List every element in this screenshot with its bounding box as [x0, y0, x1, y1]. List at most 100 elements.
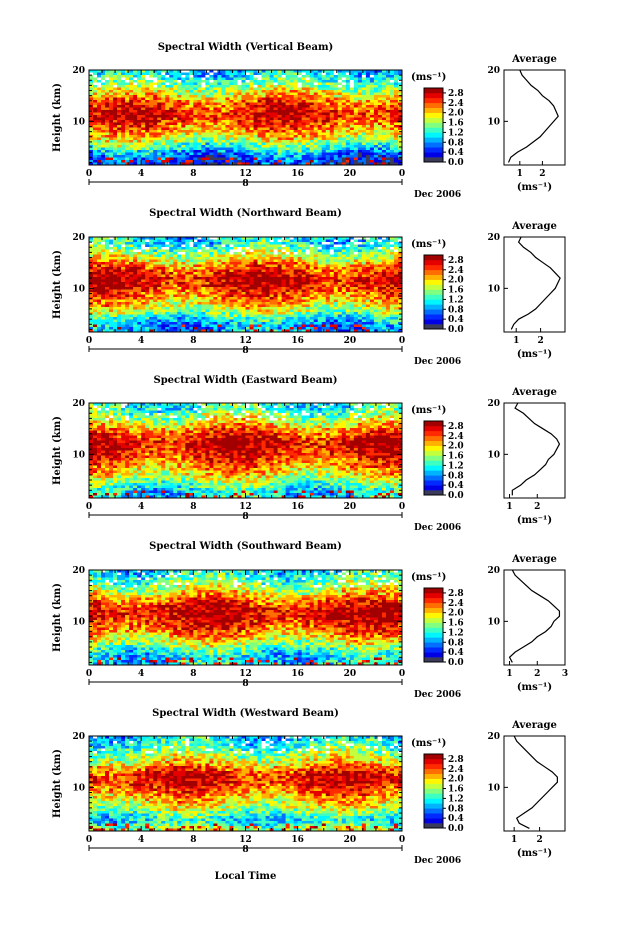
heatmap-cell — [229, 117, 234, 121]
heatmap-cell — [337, 77, 343, 81]
heatmap-cell — [289, 90, 294, 93]
heatmap-cell — [345, 107, 351, 111]
heatmap-cell — [337, 95, 343, 98]
heatmap-cell — [261, 135, 266, 138]
heatmap-cell — [237, 160, 242, 163]
heatmap-cell — [149, 95, 154, 98]
heatmap-cell — [209, 274, 214, 278]
heatmap-cell — [189, 97, 194, 101]
heatmap-cell — [93, 267, 98, 270]
heatmap-cell — [377, 100, 383, 103]
heatmap-cell — [253, 85, 258, 88]
heatmap-cell — [149, 157, 154, 161]
heatmap-cell — [273, 257, 278, 260]
heatmap-cell — [381, 145, 387, 148]
heatmap-cell — [121, 147, 126, 151]
heatmap-cell — [385, 157, 391, 161]
heatmap-cell — [121, 272, 126, 275]
heatmap-cell — [189, 107, 194, 111]
heatmap-cell — [357, 160, 363, 163]
heatmap-cell — [177, 90, 182, 93]
heatmap-cell — [221, 289, 226, 293]
heatmap-cell — [233, 252, 238, 255]
heatmap-cell — [153, 107, 158, 111]
heatmap-cell — [129, 257, 134, 260]
heatmap-cell — [189, 294, 194, 298]
heatmap-cell — [141, 249, 146, 253]
heatmap-cell — [373, 100, 379, 103]
heatmap-cell — [129, 135, 134, 138]
heatmap-cell — [345, 77, 351, 81]
heatmap-cell — [257, 262, 262, 265]
heatmap-cell — [101, 282, 106, 285]
heatmap-cell — [221, 272, 226, 275]
heatmap-cell — [361, 279, 367, 283]
heatmap-cell — [221, 249, 226, 253]
heatmap-cell — [341, 274, 347, 278]
heatmap-cell — [197, 100, 202, 103]
heatmap-cell — [221, 110, 226, 113]
heatmap-cell — [377, 120, 383, 123]
heatmap-cell — [377, 244, 383, 248]
heatmap-cell — [261, 252, 266, 255]
heatmap-cell — [265, 279, 270, 283]
heatmap-cell — [209, 145, 214, 148]
heatmap-cell — [305, 85, 310, 88]
heatmap-cell — [281, 239, 286, 243]
heatmap-cell — [389, 287, 395, 290]
heatmap-cell — [101, 77, 106, 81]
heatmap-cell — [245, 267, 250, 270]
heatmap-cell — [309, 264, 315, 268]
heatmap-cell — [337, 132, 343, 136]
heatmap-cell — [301, 292, 306, 295]
heatmap-cell — [113, 287, 118, 290]
heatmap-cell — [281, 277, 286, 280]
heatmap-cell — [373, 259, 379, 263]
heatmap-cell — [165, 127, 170, 131]
heatmap-cell — [177, 120, 182, 123]
heatmap-cell — [213, 272, 218, 275]
heatmap-cell — [301, 155, 306, 158]
heatmap-cell — [233, 80, 238, 83]
heatmap-cell — [157, 70, 162, 73]
heatmap-cell — [249, 110, 254, 113]
heatmap-cell — [253, 105, 258, 108]
heatmap-cell — [265, 105, 270, 108]
heatmap-cell — [309, 272, 315, 275]
heatmap-cell — [357, 82, 363, 86]
heatmap-cell — [113, 150, 118, 153]
heatmap-cell — [389, 97, 395, 101]
heatmap-cell — [93, 110, 98, 113]
heatmap-cell — [209, 132, 214, 136]
heatmap-cell — [325, 152, 331, 156]
heatmap-cell — [97, 249, 102, 253]
heatmap-cell — [305, 107, 310, 111]
heatmap-cell — [181, 274, 186, 278]
heatmap-cell — [281, 85, 286, 88]
heatmap-cell — [145, 150, 150, 153]
heatmap-cell — [181, 120, 186, 123]
heatmap-cell — [369, 269, 375, 273]
heatmap-cell — [113, 132, 118, 136]
heatmap-cell — [297, 289, 302, 293]
heatmap-cell — [101, 75, 106, 78]
heatmap-cell — [185, 117, 190, 121]
heatmap-cell — [337, 117, 343, 121]
heatmap-cell — [129, 130, 134, 133]
heatmap-cell — [177, 259, 182, 263]
heatmap-cell — [193, 287, 198, 290]
heatmap-cell — [97, 262, 102, 265]
heatmap-cell — [177, 272, 182, 275]
heatmap-cell — [113, 115, 118, 118]
heatmap-cell — [117, 157, 122, 161]
heatmap-cell — [313, 125, 319, 128]
heatmap-cell — [249, 157, 254, 161]
heatmap-cell — [173, 289, 178, 293]
heatmap-cell — [345, 112, 351, 116]
heatmap-cell — [233, 125, 238, 128]
heatmap-cell — [257, 264, 262, 268]
heatmap-cell — [189, 242, 194, 245]
heatmap-cell — [217, 92, 222, 96]
heatmap-cell — [129, 140, 134, 143]
heatmap-cell — [321, 262, 327, 265]
